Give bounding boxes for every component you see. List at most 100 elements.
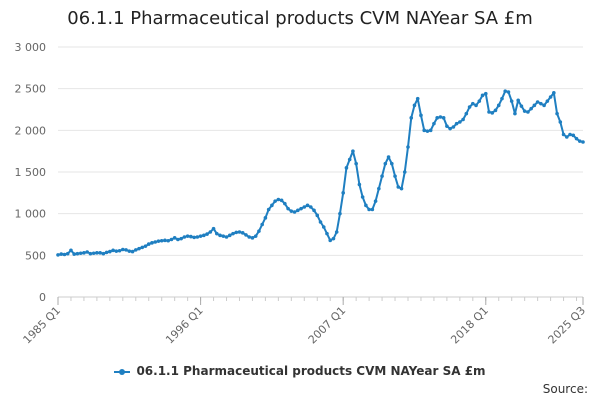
data-point[interactable] <box>179 236 183 241</box>
data-point[interactable] <box>308 205 313 209</box>
data-point[interactable] <box>535 100 540 104</box>
data-point[interactable] <box>568 132 572 137</box>
data-point[interactable] <box>150 241 154 245</box>
data-point[interactable] <box>347 157 352 162</box>
data-point[interactable] <box>383 161 388 166</box>
data-point[interactable] <box>402 170 407 174</box>
data-point[interactable] <box>474 103 478 108</box>
data-point[interactable] <box>522 109 527 113</box>
data-point[interactable] <box>545 99 550 103</box>
data-point[interactable] <box>548 95 553 99</box>
data-point[interactable] <box>62 252 67 257</box>
data-point[interactable] <box>425 129 430 133</box>
data-point[interactable] <box>260 222 264 227</box>
data-point[interactable] <box>140 245 145 250</box>
data-point[interactable] <box>435 116 439 120</box>
data-point[interactable] <box>221 234 226 238</box>
data-point[interactable] <box>133 248 138 252</box>
data-point[interactable] <box>574 136 579 141</box>
data-point[interactable] <box>419 113 423 118</box>
data-point[interactable] <box>72 252 76 256</box>
data-point[interactable] <box>571 133 576 138</box>
data-point[interactable] <box>208 230 213 234</box>
data-point[interactable] <box>354 161 358 166</box>
data-point[interactable] <box>532 103 537 108</box>
data-point[interactable] <box>279 198 284 203</box>
data-point[interactable] <box>321 225 326 229</box>
data-point[interactable] <box>380 174 384 178</box>
data-point[interactable] <box>130 249 135 254</box>
series-line[interactable] <box>57 90 584 256</box>
data-point[interactable] <box>75 251 80 256</box>
data-point[interactable] <box>69 248 73 253</box>
data-point[interactable] <box>480 93 485 98</box>
data-point[interactable] <box>211 226 216 231</box>
data-point[interactable] <box>166 238 170 243</box>
data-point[interactable] <box>312 208 316 213</box>
data-point[interactable] <box>244 233 248 237</box>
data-point[interactable] <box>153 240 158 244</box>
data-point[interactable] <box>577 139 582 143</box>
data-point[interactable] <box>338 211 342 216</box>
data-point[interactable] <box>519 104 524 108</box>
data-point[interactable] <box>137 246 141 251</box>
data-point[interactable] <box>399 186 404 191</box>
data-point[interactable] <box>581 140 585 144</box>
data-point[interactable] <box>127 249 132 253</box>
data-point[interactable] <box>234 230 239 235</box>
data-point[interactable] <box>198 234 203 238</box>
data-point[interactable] <box>88 251 93 256</box>
data-point[interactable] <box>266 207 271 212</box>
data-point[interactable] <box>487 110 491 114</box>
data-point[interactable] <box>292 210 297 214</box>
data-point[interactable] <box>377 186 381 191</box>
data-point[interactable] <box>471 101 475 106</box>
data-point[interactable] <box>104 250 109 255</box>
data-point[interactable] <box>422 128 427 133</box>
data-point[interactable] <box>467 105 472 109</box>
data-point[interactable] <box>565 135 569 139</box>
data-point[interactable] <box>509 99 514 103</box>
data-point[interactable] <box>163 238 167 243</box>
data-point[interactable] <box>205 232 209 236</box>
data-point[interactable] <box>454 121 459 126</box>
data-point[interactable] <box>227 233 232 238</box>
data-point[interactable] <box>159 238 164 243</box>
data-point[interactable] <box>117 248 122 253</box>
data-point[interactable] <box>121 247 125 252</box>
data-point[interactable] <box>539 101 543 106</box>
data-point[interactable] <box>386 155 391 159</box>
data-point[interactable] <box>78 251 83 256</box>
data-point[interactable] <box>253 234 258 238</box>
data-point[interactable] <box>334 230 339 234</box>
data-point[interactable] <box>270 203 274 208</box>
data-point[interactable] <box>496 103 501 108</box>
data-point[interactable] <box>273 199 277 203</box>
data-point[interactable] <box>95 251 99 255</box>
data-point[interactable] <box>257 229 261 233</box>
data-point[interactable] <box>558 120 563 124</box>
data-point[interactable] <box>438 115 443 119</box>
data-point[interactable] <box>458 120 462 124</box>
data-point[interactable] <box>231 231 235 236</box>
data-point[interactable] <box>176 237 180 242</box>
data-point[interactable] <box>59 252 64 256</box>
data-point[interactable] <box>390 161 394 166</box>
data-point[interactable] <box>409 116 414 120</box>
data-point[interactable] <box>286 206 290 211</box>
data-point[interactable] <box>263 216 268 220</box>
data-point[interactable] <box>325 231 329 236</box>
data-point[interactable] <box>289 209 294 213</box>
data-point[interactable] <box>172 236 177 240</box>
data-point[interactable] <box>500 96 504 101</box>
data-point[interactable] <box>250 236 255 240</box>
data-point[interactable] <box>529 106 533 111</box>
data-point[interactable] <box>114 249 119 253</box>
data-point[interactable] <box>182 235 187 239</box>
data-point[interactable] <box>477 99 482 103</box>
data-point[interactable] <box>111 248 115 253</box>
data-point[interactable] <box>445 124 449 128</box>
data-point[interactable] <box>108 249 112 254</box>
data-point[interactable] <box>65 251 70 256</box>
data-point[interactable] <box>224 235 229 239</box>
